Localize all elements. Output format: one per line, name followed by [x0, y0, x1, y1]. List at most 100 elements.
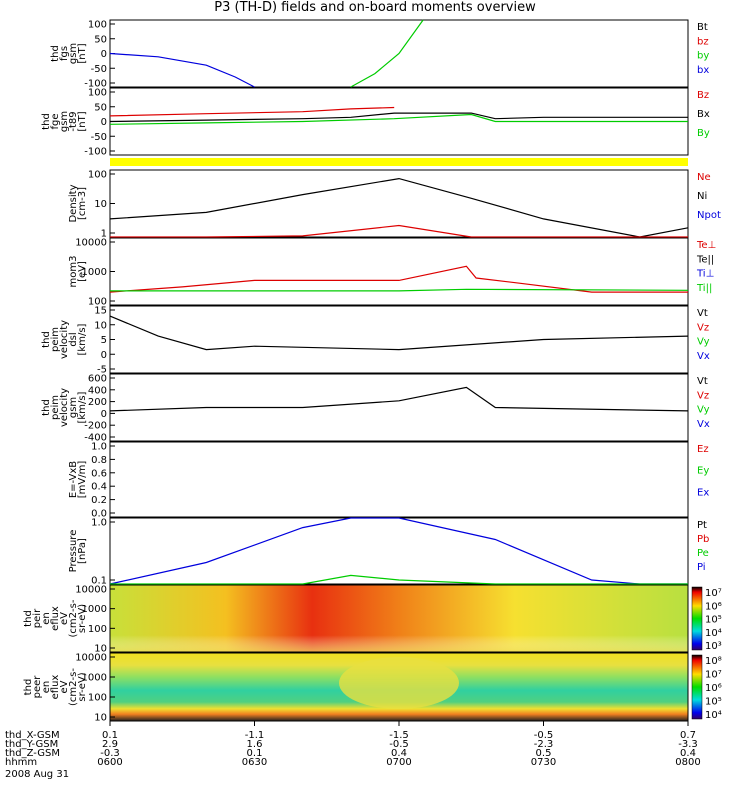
density-ytick-label: 10: [94, 199, 107, 210]
velocity2-legend-Vx: Vx: [697, 419, 710, 430]
peir-heatmap-fade: [110, 585, 688, 652]
velocity2-ylabel: gsm: [68, 397, 79, 418]
velocity2-legend-Vy: Vy: [697, 405, 710, 416]
fge-ylabel: fge: [50, 113, 61, 129]
peer-ylabel: en: [41, 681, 52, 694]
velocity2-ylabel: thd: [41, 399, 52, 416]
density-legend-Npot: Npot: [697, 210, 721, 221]
peir-ylabel: thd: [23, 610, 34, 627]
pressure-ytick-label: 0.1: [91, 576, 107, 587]
peer-colorbar-label: 10⁸: [705, 656, 722, 667]
velocity1-ytick-label: -5: [97, 365, 107, 376]
peer-ylabel: sr-eV): [77, 672, 88, 701]
pressure-series-Pe: [110, 574, 688, 585]
fgs-ytick-label: -100: [84, 79, 107, 90]
pressure-ylabel: Pressure: [68, 530, 79, 573]
peer-ylabel: thd: [23, 679, 34, 696]
fgs-legend-bz: bz: [697, 36, 709, 47]
date-label: 2008 Aug 31: [5, 769, 69, 780]
velocity2-ylabel: peim: [50, 395, 61, 420]
fgs-legend-by: by: [697, 51, 709, 62]
fge-legend-By: By: [697, 128, 710, 139]
mom-ytick-label: 100: [88, 297, 107, 308]
xaxis-value: -3.3: [678, 739, 698, 750]
fgs-legend-Bt: Bt: [697, 22, 708, 33]
density-ytick-label: 100: [88, 170, 107, 181]
peir-colorbar-label: 10⁴: [705, 628, 722, 639]
xaxis-value: 0.1: [102, 730, 118, 741]
velocity1-ytick-label: 5: [101, 335, 107, 346]
evxb-ytick-label: 0.2: [91, 495, 107, 506]
evxb-ytick-label: 0.4: [91, 482, 107, 493]
pressure-ylabel: [nPa]: [77, 538, 88, 564]
fge-ytick-label: 100: [88, 88, 107, 99]
mom-series-Te⊥: [109, 265, 688, 293]
velocity1-ylabel: [km/s]: [77, 323, 88, 355]
mom-ytick-label: 10000: [75, 238, 107, 249]
peir-ylabel: sr-eV): [77, 604, 88, 633]
fgs-ylabel: [nT]: [77, 43, 88, 63]
fgs-ytick-label: 50: [94, 34, 107, 45]
mom-legend-Te⊥: Te⊥: [696, 240, 716, 251]
fgs-ylabel: thd: [50, 45, 61, 62]
peir-ytick-label: 1000: [82, 604, 107, 615]
xaxis-value: 0630: [242, 757, 267, 768]
velocity1-legend-Vt: Vt: [697, 308, 708, 319]
peir-colorbar-label: 10⁵: [705, 615, 722, 626]
pressure-legend-Pe: Pe: [697, 548, 709, 559]
pressure-ytick-label: 1.0: [91, 518, 107, 529]
mom-frame: [109, 237, 689, 306]
mom-ylabel: mom3: [68, 256, 79, 288]
peer-ylabel: peer: [32, 675, 43, 699]
xaxis-value: -2.3: [534, 739, 554, 750]
xaxis-value: -1.1: [245, 730, 265, 741]
velocity2-ytick-label: -200: [84, 421, 107, 432]
velocity1-ylabel: peim: [50, 327, 61, 352]
panel-peer: 10⁸ 10⁷ 10⁶ 10⁵ 10⁴ 10000 1000 100 10 thdpeerenef…: [23, 652, 722, 724]
peir-ylabel: peir: [32, 608, 43, 628]
panel-mom: 10000 1000 100 mom3[eV] Te⊥ Te|| Ti⊥ Ti||: [68, 237, 716, 308]
mom-legend-Te||: Te||: [696, 254, 714, 265]
mom-ylabel: [eV]: [77, 261, 88, 282]
xaxis-row-label: thd_X-GSM: [5, 730, 60, 741]
mom-legend-Ti⊥: Ti⊥: [696, 269, 714, 280]
density-ytick-label: 1: [101, 229, 107, 240]
fge-series-By: [109, 113, 688, 125]
mom-legend-Ti||: Ti||: [696, 283, 712, 294]
evxb-ylabel: [mV/m]: [77, 461, 88, 499]
peir-colorbar-label: 10⁷: [705, 588, 722, 599]
peir-ytick-label: 10: [94, 644, 107, 655]
xaxis-value: 2.9: [102, 739, 118, 750]
evxb-ytick-label: 0.8: [91, 455, 107, 466]
fge-ylabel: -t89: [68, 111, 79, 131]
velocity1-ylabel: dsl: [68, 332, 79, 346]
evxb-legend-Ez: Ez: [697, 444, 709, 455]
fge-ylabel: thd: [41, 113, 52, 130]
density-legend-Ne: Ne: [697, 172, 711, 183]
panel-evxb: 1.0 0.8 0.6 0.4 0.2 0.0 E=-VxB[mV/m] Ez Ey Ex: [68, 441, 709, 520]
fgs-series-bx: [109, 52, 255, 88]
velocity2-frame: [109, 373, 689, 442]
velocity1-frame: [109, 305, 689, 374]
peir-colorbar-label: 10⁶: [705, 601, 722, 612]
evxb-ylabel: E=-VxB: [68, 461, 79, 498]
density-ylabel: Density: [68, 184, 79, 222]
peir-ylabel: eV: [59, 612, 70, 625]
fge-ytick-label: -50: [91, 132, 107, 143]
peer-ytick-label: 100: [88, 693, 107, 704]
xaxis-value: 0.5: [536, 748, 552, 759]
xaxis-value: 0.7: [680, 730, 696, 741]
panel-peir: 10⁷ 10⁶ 10⁵ 10⁴ 10³ 10000 1000 100 10 thdpeirenef…: [23, 584, 722, 655]
velocity1-ylabel: thd: [41, 331, 52, 348]
xaxis-value: 0.1: [247, 748, 263, 759]
peer-ytick-label: 10000: [75, 653, 107, 664]
peer-ylabel: eV: [59, 680, 70, 693]
velocity2-legend-Vt: Vt: [697, 376, 708, 387]
page-title: P3 (TH-D) fields and on-board moments ov…: [214, 0, 536, 15]
density-series-Ni: [109, 177, 689, 238]
peer-colorbar-label: 10⁶: [705, 683, 722, 694]
evxb-ytick-label: 1.0: [91, 442, 107, 453]
